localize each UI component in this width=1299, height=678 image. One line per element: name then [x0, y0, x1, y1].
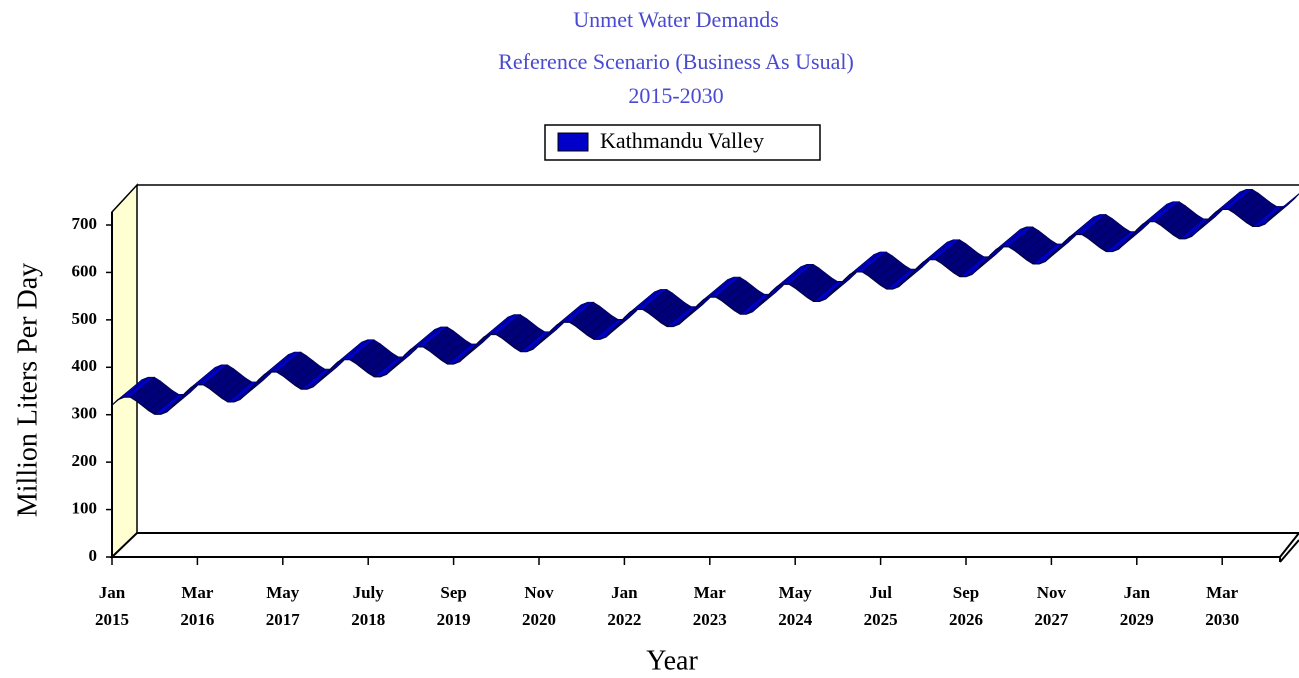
- left-wall: [111, 183, 138, 559]
- x-tick-label: Jan 2015: [95, 583, 129, 629]
- x-tick-label: Mar 2030: [1205, 583, 1239, 629]
- x-tick-label: Nov 2020: [522, 583, 556, 629]
- y-tick-label: 700: [72, 214, 98, 233]
- x-tick-label: Mar 2023: [693, 583, 727, 629]
- x-tick-label: Sep 2019: [437, 583, 471, 629]
- y-tick-label: 600: [72, 261, 98, 280]
- x-tick-label: Jul 2025: [864, 583, 898, 629]
- x-tick-label: July 2018: [351, 583, 385, 629]
- floor: [109, 532, 1299, 558]
- y-tick-label: 100: [72, 498, 98, 517]
- x-tick-label: Jan 2022: [607, 583, 641, 629]
- y-tick-label: 200: [72, 451, 98, 470]
- chart-subtitle: Reference Scenario (Business As Usual): [498, 49, 854, 74]
- chart-title: Unmet Water Demands: [573, 7, 779, 32]
- x-tick-label: Mar 2016: [180, 583, 214, 629]
- x-axis-label: Year: [646, 645, 698, 676]
- y-tick-label: 500: [72, 309, 98, 328]
- legend-swatch: [557, 132, 589, 152]
- y-tick-label: 400: [72, 356, 98, 375]
- x-tick-label: Sep 2026: [949, 583, 983, 629]
- x-tick-label: May 2017: [266, 583, 301, 629]
- x-tick-label: May 2024: [778, 583, 813, 629]
- x-tick-label: Nov 2027: [1034, 583, 1069, 629]
- legend-box: [544, 124, 821, 161]
- y-tick-label: 0: [89, 546, 98, 565]
- floor-edge: [1279, 539, 1299, 563]
- y-tick-label: 300: [72, 404, 98, 423]
- chart-period: 2015-2030: [628, 83, 723, 108]
- legend-label: Kathmandu Valley: [600, 128, 764, 153]
- series-line: [111, 208, 1278, 415]
- x-tick-label: Jan 2029: [1120, 583, 1154, 629]
- y-axis-label: Million Liters Per Day: [12, 263, 43, 517]
